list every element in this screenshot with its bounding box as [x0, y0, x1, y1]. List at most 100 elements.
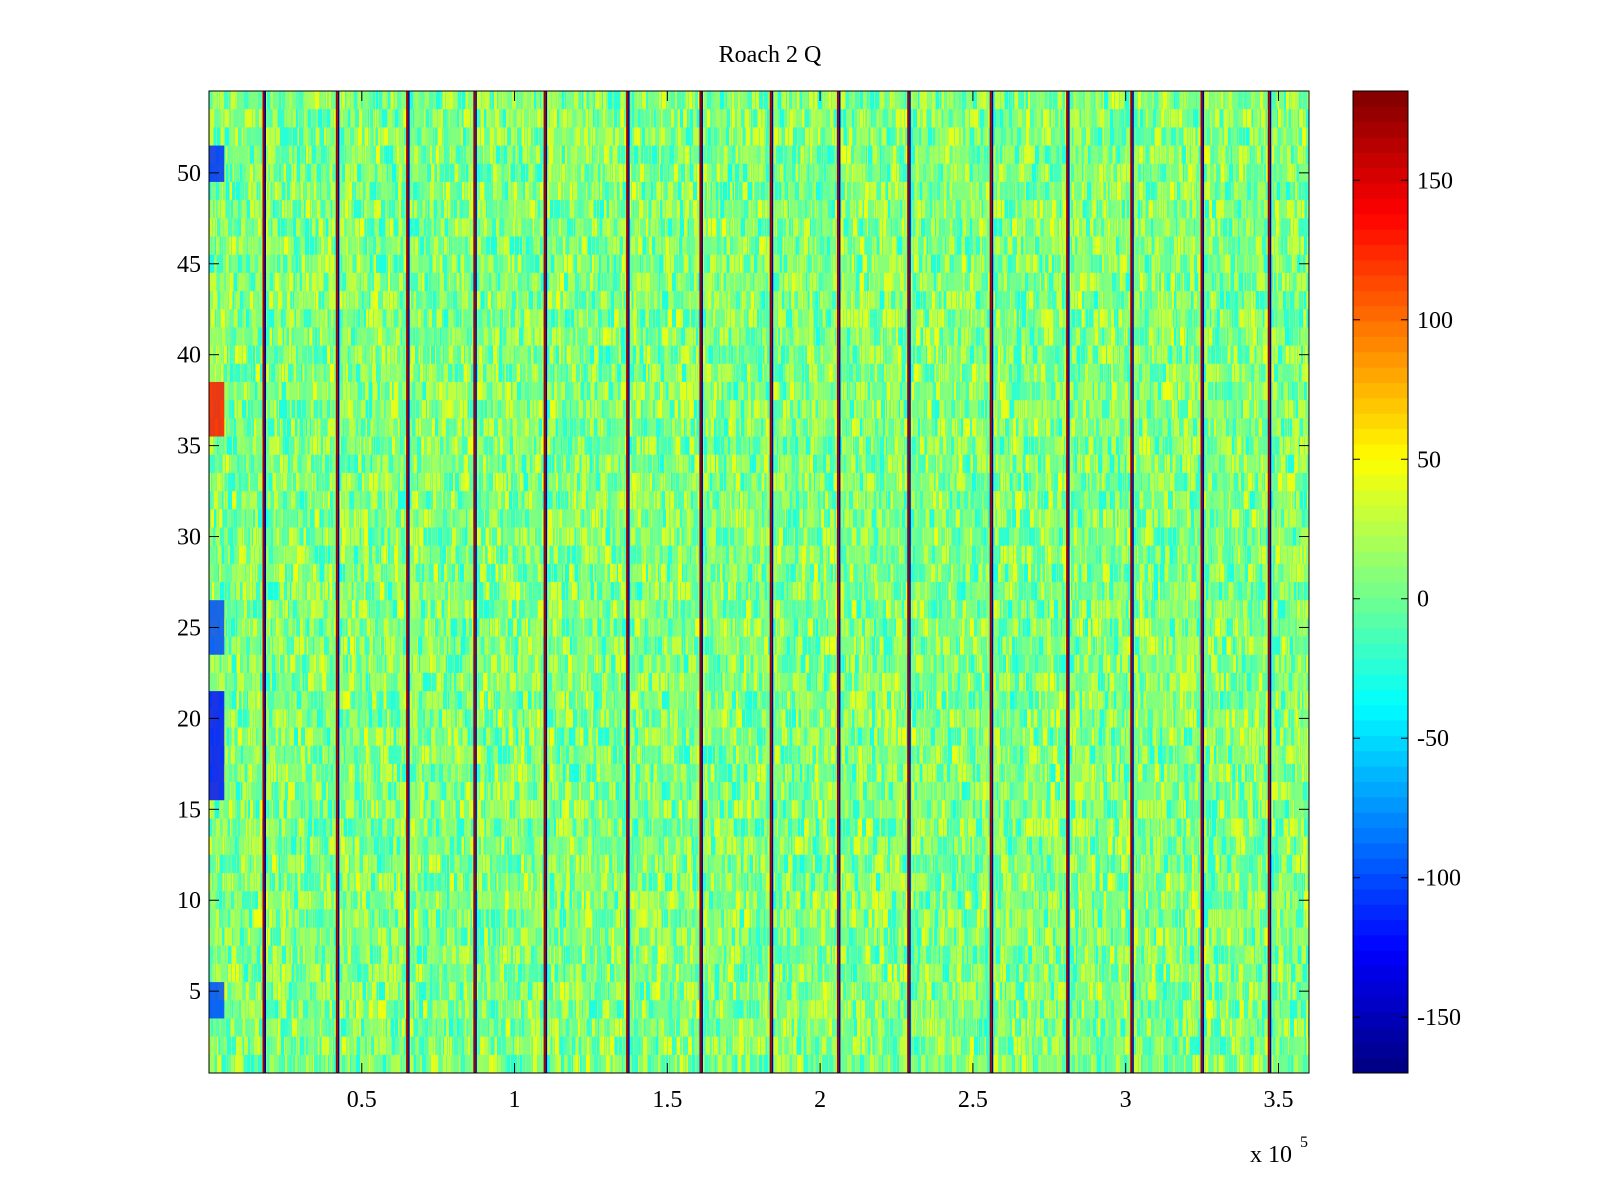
heatmap-cell [1138, 200, 1140, 219]
heatmap-cell [278, 291, 282, 310]
heatmap-cell [570, 200, 574, 219]
heatmap-cell [806, 272, 807, 292]
heatmap-cell [1289, 218, 1290, 237]
heatmap-cell [414, 145, 418, 165]
heatmap-cell [808, 181, 812, 201]
heatmap-cell [341, 309, 343, 328]
heatmap-cell [695, 127, 698, 146]
heatmap-cell [1084, 145, 1088, 165]
heatmap-cell [1080, 109, 1081, 128]
heatmap-cell [975, 309, 977, 328]
heatmap-cell [1030, 109, 1034, 128]
heatmap-cell [535, 327, 538, 346]
heatmap-cell [782, 127, 785, 146]
heatmap-cell [1185, 236, 1186, 255]
heatmap-cell [918, 91, 919, 110]
heatmap-cell [720, 109, 722, 128]
heatmap-cell [531, 200, 535, 219]
heatmap-cell [515, 254, 517, 274]
heatmap-cell [260, 181, 261, 201]
heatmap-cell [300, 309, 303, 328]
heatmap-cell [1012, 254, 1016, 274]
heatmap-cell [1136, 91, 1137, 110]
heatmap-cell [1082, 163, 1083, 183]
heatmap-cell [1155, 181, 1157, 201]
heatmap-cell [735, 163, 739, 183]
heatmap-cell [688, 109, 689, 128]
heatmap-cell [830, 109, 833, 128]
heatmap-cell [369, 127, 370, 146]
heatmap-cell [298, 127, 299, 146]
heatmap-cell [711, 91, 713, 110]
heatmap-cell [787, 91, 789, 110]
heatmap-cell [424, 218, 426, 237]
heatmap-cell [560, 163, 561, 183]
heatmap-cell [1136, 181, 1138, 201]
heatmap-cell [649, 309, 650, 328]
heatmap-cell [547, 236, 549, 255]
heatmap-cell [578, 200, 580, 219]
heatmap-cell [982, 272, 986, 292]
heatmap-cell [399, 254, 403, 274]
heatmap-cell [1294, 309, 1295, 328]
heatmap-cell [1243, 109, 1246, 128]
heatmap-cell [506, 91, 507, 110]
heatmap-cell [515, 309, 518, 328]
heatmap-cell [1213, 254, 1216, 274]
heatmap-cell [441, 218, 444, 237]
heatmap-cell [587, 291, 588, 310]
heatmap-cell [678, 272, 681, 292]
heatmap-cell [773, 181, 774, 201]
heatmap-cell [766, 291, 768, 310]
heatmap-cell [955, 236, 957, 255]
heatmap-cell [398, 109, 400, 128]
heatmap-cell [637, 291, 640, 310]
heatmap-cell [866, 163, 867, 183]
heatmap-cell [332, 236, 333, 255]
heatmap-cell [280, 109, 284, 128]
heatmap-cell [426, 236, 430, 255]
heatmap-cell [1210, 109, 1212, 128]
heatmap-cell [464, 109, 466, 128]
heatmap-cell [469, 127, 472, 146]
heatmap-cell [784, 272, 785, 292]
heatmap-cell [457, 200, 459, 219]
heatmap-cell [1198, 272, 1202, 292]
heatmap-cell [632, 291, 633, 310]
heatmap-cell [269, 272, 270, 292]
heatmap-cell [1237, 145, 1239, 165]
heatmap-cell [871, 109, 872, 128]
heatmap-cell [373, 236, 376, 255]
heatmap-cell [1125, 109, 1126, 128]
heatmap-cell [1159, 200, 1161, 219]
heatmap-cell [242, 163, 245, 183]
heatmap-cell [683, 145, 685, 165]
heatmap-cell [1278, 109, 1281, 128]
heatmap-cell [413, 163, 417, 183]
heatmap-cell [759, 163, 763, 183]
heatmap-cell [831, 309, 833, 328]
heatmap-cell [1221, 218, 1222, 237]
heatmap-cell [1008, 236, 1012, 255]
heatmap-cell [728, 200, 732, 219]
heatmap-cell [853, 163, 856, 183]
heatmap-cell [440, 91, 442, 110]
heatmap-cell [423, 254, 424, 274]
heatmap-cell [574, 236, 576, 255]
heatmap-cell [390, 327, 394, 346]
heatmap-cell [712, 218, 716, 237]
heatmap-cell [677, 91, 681, 110]
heatmap-cell [425, 181, 427, 201]
heatmap-cell [1098, 309, 1100, 328]
heatmap-cell [1108, 218, 1110, 237]
heatmap-cell [1062, 272, 1065, 292]
heatmap-cell [259, 109, 261, 128]
heatmap-cell [1072, 127, 1073, 146]
heatmap-cell [549, 163, 551, 183]
heatmap-cell [999, 163, 1003, 183]
heatmap-cell [1004, 109, 1006, 128]
heatmap-cell [717, 218, 720, 237]
heatmap-cell [380, 145, 383, 165]
heatmap-cell [510, 218, 513, 237]
heatmap-cell [1305, 200, 1307, 219]
